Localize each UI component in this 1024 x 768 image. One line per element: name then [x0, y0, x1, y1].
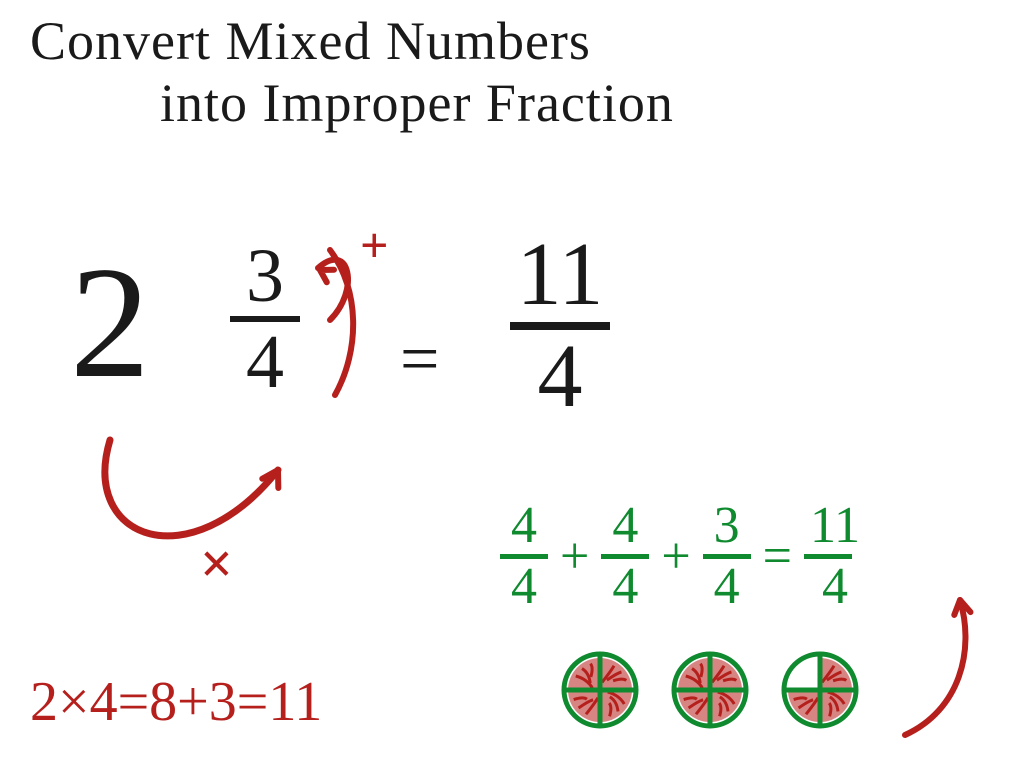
green-term-3-num: 3 [703, 500, 751, 552]
plus-annotation: + [360, 216, 389, 274]
pie-3 [780, 650, 860, 730]
mixed-fraction: 3 4 [230, 238, 300, 400]
green-sum-line: 4 4 + 4 4 + 3 4 = 11 4 [500, 500, 866, 613]
green-plus: + [659, 527, 692, 586]
green-term-2-num: 4 [601, 500, 649, 552]
green-result: 11 4 [804, 500, 866, 613]
red-calculation: 2×4=8+3=11 [30, 670, 322, 734]
green-equals: = [761, 527, 794, 586]
green-result-num: 11 [804, 500, 866, 552]
green-term-1-den: 4 [500, 561, 548, 613]
green-result-den: 4 [804, 561, 866, 613]
mixed-whole-number: 2 [70, 230, 150, 415]
green-plus: + [558, 527, 591, 586]
pie-1 [560, 650, 640, 730]
pie-2 [670, 650, 750, 730]
title-line-2: into Improper Fraction [160, 72, 674, 134]
pie-diagrams [560, 650, 860, 730]
equals-sign: = [400, 320, 439, 400]
green-term-2: 4 4 [601, 500, 649, 613]
green-term-3-den: 4 [703, 561, 751, 613]
green-term-1: 4 4 [500, 500, 548, 613]
green-term-1-num: 4 [500, 500, 548, 552]
result-denominator: 4 [510, 332, 610, 422]
green-term-3: 3 4 [703, 500, 751, 613]
title-line-1: Convert Mixed Numbers [30, 10, 591, 72]
mixed-numerator: 3 [230, 238, 300, 314]
result-fraction: 11 4 [510, 230, 610, 422]
multiply-annotation: × [200, 530, 233, 597]
result-numerator: 11 [510, 230, 610, 320]
mixed-denominator: 4 [230, 324, 300, 400]
green-term-2-den: 4 [601, 561, 649, 613]
